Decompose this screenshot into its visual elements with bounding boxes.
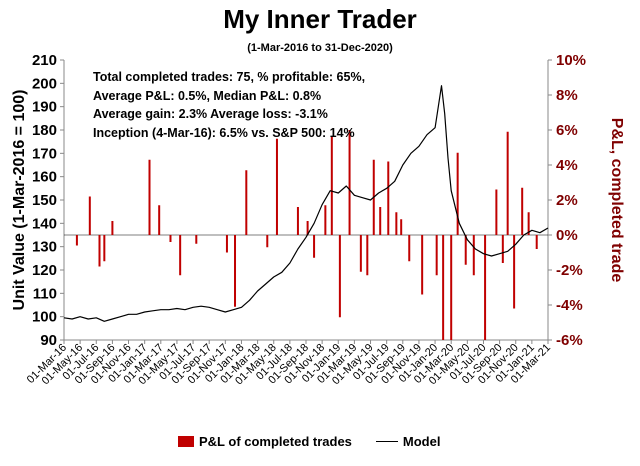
pnl-bar bbox=[387, 161, 390, 235]
left-tick-label: 130 bbox=[32, 239, 57, 256]
right-tick-label: 8% bbox=[556, 87, 578, 104]
y-right-axis-title: P&L, completed trade bbox=[608, 118, 625, 283]
model-line bbox=[63, 85, 549, 322]
pnl-bar bbox=[535, 235, 538, 249]
pnl-bar bbox=[169, 235, 172, 242]
pnl-bar bbox=[324, 205, 327, 235]
pnl-bar bbox=[179, 235, 182, 276]
pnl-bar bbox=[408, 235, 411, 262]
right-tick-label: -2% bbox=[556, 262, 583, 279]
pnl-bar bbox=[275, 138, 278, 235]
chart-title: My Inner Trader bbox=[223, 4, 417, 34]
pnl-bar bbox=[338, 235, 341, 318]
stats-annotation: Total completed trades: 75, % profitable… bbox=[93, 68, 365, 142]
pnl-bar bbox=[379, 207, 382, 235]
legend-item-line: Model bbox=[375, 434, 441, 449]
right-tick-label: 10% bbox=[556, 52, 586, 69]
pnl-bar bbox=[98, 235, 101, 267]
legend-line-label: Model bbox=[402, 434, 441, 449]
pnl-bar bbox=[513, 235, 516, 309]
legend-bars-swatch bbox=[178, 436, 194, 447]
stats-line-1: Total completed trades: 75, % profitable… bbox=[93, 70, 366, 84]
line-layer bbox=[63, 85, 549, 322]
pnl-bar bbox=[506, 131, 509, 235]
pnl-bar bbox=[421, 235, 424, 295]
pnl-bar bbox=[330, 137, 333, 235]
stats-line-4: Inception (4-Mar-16): 6.5% vs. S&P 500: … bbox=[93, 125, 355, 140]
left-tick-label: 100 bbox=[32, 309, 57, 326]
left-tick-label: 210 bbox=[32, 52, 57, 69]
right-tick-label: 6% bbox=[556, 122, 578, 139]
legend-bars-label: P&L of completed trades bbox=[199, 434, 352, 449]
pnl-bar bbox=[88, 196, 91, 235]
pnl-bar bbox=[495, 189, 498, 235]
legend: P&L of completed trades Model bbox=[178, 434, 440, 449]
left-tick-label: 180 bbox=[32, 122, 57, 139]
pnl-bar bbox=[103, 235, 106, 262]
pnl-bar bbox=[306, 221, 309, 235]
pnl-bar bbox=[75, 235, 78, 246]
pnl-bar bbox=[348, 130, 351, 235]
pnl-bar bbox=[148, 159, 151, 235]
pnl-bar bbox=[472, 235, 475, 276]
stats-line-2: Average P&L: 0.5%, Median P&L: 0.8% bbox=[93, 88, 322, 103]
left-tick-label: 170 bbox=[32, 145, 57, 162]
pnl-bar bbox=[266, 235, 269, 248]
right-tick-label: 4% bbox=[556, 157, 578, 174]
left-tick-label: 120 bbox=[32, 262, 57, 279]
pnl-bar bbox=[464, 235, 467, 265]
pnl-bar bbox=[158, 205, 161, 235]
y-left-axis-title: Unit Value (1-Mar-2016 = 100) bbox=[11, 90, 28, 311]
axes-layer bbox=[60, 59, 552, 344]
pnl-bar bbox=[400, 219, 403, 235]
pnl-bar bbox=[442, 235, 445, 340]
pnl-bar bbox=[313, 235, 316, 258]
stats-line-3: Average gain: 2.3% Average loss: -3.1% bbox=[93, 107, 328, 121]
pnl-bar bbox=[395, 212, 398, 235]
right-tick-label: 0% bbox=[556, 227, 578, 244]
pnl-bar bbox=[111, 221, 114, 235]
pnl-bar bbox=[456, 152, 459, 235]
left-tick-label: 200 bbox=[32, 75, 57, 92]
pnl-bar bbox=[521, 187, 524, 235]
bars-layer bbox=[75, 130, 538, 340]
pnl-bar bbox=[296, 207, 299, 235]
left-tick-label: 110 bbox=[33, 285, 57, 302]
chart-subtitle: (1-Mar-2016 to 31-Dec-2020) bbox=[247, 42, 393, 54]
pnl-bar bbox=[234, 235, 237, 307]
pnl-bar bbox=[435, 235, 438, 276]
pnl-bar bbox=[527, 212, 530, 235]
pnl-bar bbox=[484, 235, 487, 340]
right-tick-label: 2% bbox=[556, 192, 578, 209]
legend-item-bars: P&L of completed trades bbox=[178, 434, 352, 449]
pnl-bar bbox=[450, 235, 453, 340]
pnl-bar bbox=[501, 235, 504, 263]
pnl-bar bbox=[195, 235, 198, 244]
pnl-bar bbox=[245, 170, 248, 235]
left-tick-label: 190 bbox=[32, 99, 57, 116]
right-tick-label: -6% bbox=[556, 332, 583, 349]
pnl-bar bbox=[225, 235, 228, 253]
right-tick-label: -4% bbox=[556, 297, 583, 314]
left-tick-label: 150 bbox=[32, 192, 57, 209]
pnl-bar bbox=[359, 235, 362, 272]
left-tick-label: 140 bbox=[32, 215, 57, 232]
left-tick-label: 90 bbox=[40, 332, 57, 349]
pnl-bar bbox=[366, 235, 369, 276]
legend-line-swatch bbox=[375, 441, 398, 442]
left-tick-label: 160 bbox=[32, 169, 57, 186]
